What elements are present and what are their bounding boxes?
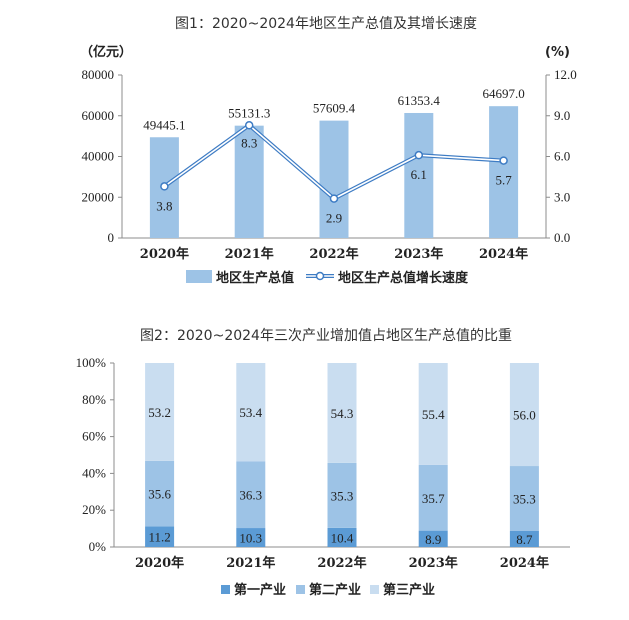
chart2-segment-3 bbox=[327, 363, 357, 463]
chart2-category-label: 2020年 bbox=[135, 555, 184, 571]
chart1-growth-point bbox=[244, 121, 254, 130]
chart1-gdp-value-label: 49445.1 bbox=[143, 117, 185, 132]
chart1-gdp-value-label: 64697.0 bbox=[482, 86, 524, 101]
chart2-title: 图2：2020~2024年三次产业增加值占地区生产总值的比重 bbox=[140, 328, 512, 344]
chart2-tick-label: 100% bbox=[76, 355, 107, 370]
chart2-category-label: 2022年 bbox=[317, 555, 366, 571]
chart1-category-label: 2023年 bbox=[394, 246, 443, 262]
chart1-growth-value-label: 5.7 bbox=[495, 173, 512, 188]
chart2-bars bbox=[145, 363, 539, 547]
chart1-gdp-value-label: 55131.3 bbox=[228, 106, 270, 121]
chart2-tick-label: 80% bbox=[82, 392, 106, 407]
chart1-axes: 0 20000 40000 60000 80000 0.0 3.0 6.0 9.0 12.0 202… bbox=[82, 67, 577, 262]
chart1-growth-line bbox=[160, 121, 508, 203]
chart1-right-tick-label: 9.0 bbox=[554, 108, 570, 123]
chart1-left-tick-label: 0 bbox=[108, 230, 115, 245]
chart1-title: 图1：2020~2024年地区生产总值及其增长速度 bbox=[175, 16, 477, 32]
chart1-left-unit: （亿元） bbox=[80, 44, 132, 60]
chart1-right-tick-label: 3.0 bbox=[554, 189, 570, 204]
chart1-left-tick-label: 20000 bbox=[82, 189, 115, 204]
chart2-segment-1 bbox=[327, 527, 357, 547]
chart2-segment-label: 10.3 bbox=[239, 531, 262, 546]
chart2-tick-label: 60% bbox=[82, 429, 106, 444]
chart1-growth-point bbox=[414, 150, 424, 160]
chart2-segment-label: 35.3 bbox=[331, 488, 354, 503]
chart1-growth-value-label: 8.3 bbox=[241, 135, 257, 150]
chart1-right-unit: (%) bbox=[545, 45, 570, 60]
chart2-segment-label: 11.2 bbox=[148, 530, 170, 545]
chart1-growth-value-label: 3.8 bbox=[156, 198, 172, 213]
chart1-category-label: 2020年 bbox=[140, 246, 189, 262]
chart2-segment-2 bbox=[327, 462, 357, 528]
legend-swatch-gdp bbox=[186, 270, 212, 283]
legend-marker-growth bbox=[315, 271, 325, 281]
chart1-category-label: 2024年 bbox=[479, 246, 528, 262]
chart2-segment-label: 8.7 bbox=[516, 532, 533, 547]
chart1-growth-point bbox=[329, 194, 339, 203]
chart1-gdp-bar bbox=[489, 106, 519, 238]
chart1-growth-value-label: 6.1 bbox=[411, 167, 427, 182]
chart2-segment-3 bbox=[509, 363, 539, 467]
legend-label-secondary: 第二产业 bbox=[309, 582, 361, 598]
chart2-tick-label: 40% bbox=[82, 465, 106, 480]
chart1-gdp-bar bbox=[404, 112, 434, 238]
chart2-segment-3 bbox=[145, 363, 175, 461]
chart2-segment-label: 54.3 bbox=[331, 406, 354, 421]
chart2-segment-1 bbox=[509, 530, 539, 547]
legend-label-tertiary: 第三产业 bbox=[383, 582, 435, 598]
chart2-category-label: 2024年 bbox=[500, 555, 549, 571]
chart2-segment-1 bbox=[145, 526, 175, 547]
chart2-segment-2 bbox=[418, 464, 448, 531]
chart1-right-tick-label: 12.0 bbox=[554, 67, 577, 82]
chart2-segment-3 bbox=[236, 363, 266, 462]
chart1-gdp-value-label: 61353.4 bbox=[398, 93, 441, 108]
chart2-category-label: 2021年 bbox=[226, 555, 275, 571]
chart2-segment-label: 53.2 bbox=[148, 405, 171, 420]
chart2-segment-label: 56.0 bbox=[513, 408, 536, 423]
chart1-left-tick-label: 40000 bbox=[82, 149, 115, 164]
chart1-left-tick-label: 80000 bbox=[82, 67, 115, 82]
chart2-segment-label: 35.6 bbox=[148, 487, 171, 502]
chart2-segment-2 bbox=[145, 460, 175, 527]
chart1-left-tick-label: 60000 bbox=[82, 108, 115, 123]
chart1-gdp-bar bbox=[234, 125, 264, 238]
chart2-segment-2 bbox=[509, 466, 539, 531]
chart1-gdp-bar bbox=[319, 120, 349, 238]
legend-label-growth: 地区生产总值增长速度 bbox=[338, 270, 469, 286]
chart2-segment-label: 36.3 bbox=[239, 488, 262, 503]
legend-label-gdp: 地区生产总值 bbox=[216, 270, 294, 286]
chart2-segment-label: 8.9 bbox=[425, 532, 441, 547]
chart1-category-label: 2022年 bbox=[309, 246, 358, 262]
chart1-gdp-value-label: 57609.4 bbox=[313, 101, 356, 116]
chart1-growth-value-label: 2.9 bbox=[326, 211, 342, 226]
chart2-segment-3 bbox=[418, 363, 448, 465]
chart2-segment-label: 53.4 bbox=[239, 405, 262, 420]
chart1-data-labels: 49445.1 55131.3 57609.4 61353.4 64697.0 3.8 8.… bbox=[143, 86, 524, 225]
chart1-right-tick-label: 0.0 bbox=[554, 230, 570, 245]
chart1-legend: 地区生产总值 地区生产总值增长速度 bbox=[186, 270, 469, 286]
chart1-category-label: 2021年 bbox=[225, 246, 274, 262]
chart1-growth-point bbox=[499, 156, 508, 165]
legend-swatch-secondary bbox=[296, 585, 305, 594]
chart2-segment-label: 55.4 bbox=[422, 407, 445, 422]
chart2-segment-label: 10.4 bbox=[331, 530, 354, 545]
chart2-tick-label: 0% bbox=[89, 539, 107, 554]
chart2-segment-1 bbox=[418, 530, 448, 547]
chart2-data-labels: 11.2 35.6 53.2 10.3 36.3 53.4 10.4 35.3 54.3 8.9 3… bbox=[148, 405, 536, 547]
legend-label-primary: 第一产业 bbox=[234, 582, 286, 598]
legend-swatch-tertiary bbox=[370, 585, 379, 594]
chart2-tick-label: 20% bbox=[82, 502, 106, 517]
chart2-segment-label: 35.3 bbox=[513, 492, 536, 507]
chart2-legend: 第一产业 第二产业 第三产业 bbox=[221, 582, 435, 598]
chart2-segment-label: 35.7 bbox=[422, 491, 445, 506]
chart1-right-tick-label: 6.0 bbox=[554, 149, 570, 164]
chart2-category-label: 2023年 bbox=[409, 555, 458, 571]
chart1-growth-point bbox=[160, 182, 169, 191]
chart2-segment-2 bbox=[236, 461, 266, 529]
chart1-bars bbox=[149, 106, 519, 238]
chart2-segment-1 bbox=[236, 528, 266, 547]
legend-swatch-primary bbox=[221, 585, 230, 594]
